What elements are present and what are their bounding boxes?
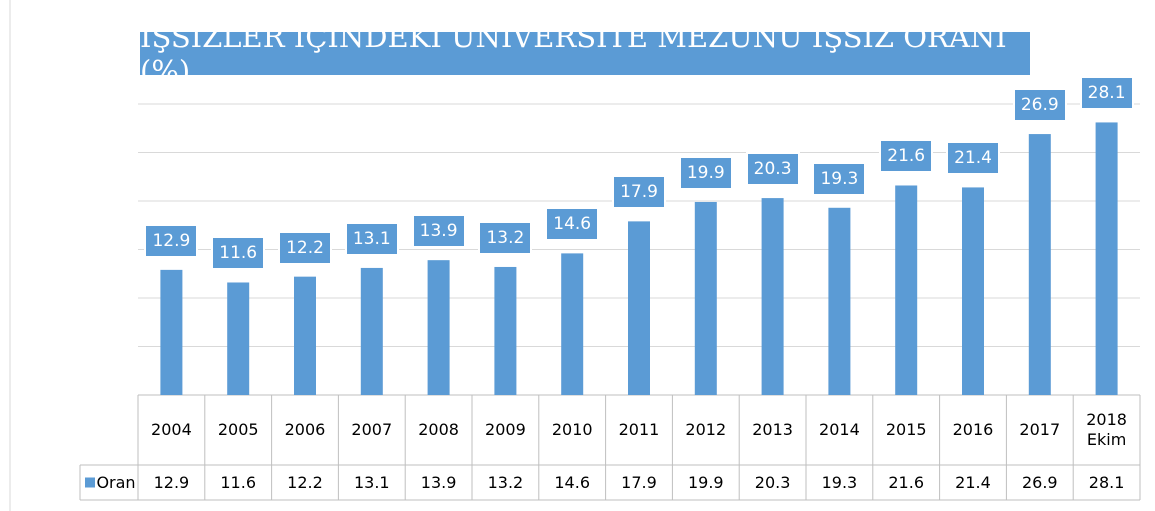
data-label: 11.6 — [211, 236, 266, 271]
table-value: 11.6 — [220, 472, 256, 492]
data-label: 13.9 — [411, 214, 466, 249]
table-value: 12.2 — [287, 472, 323, 492]
bar — [561, 253, 584, 395]
bar — [694, 201, 717, 395]
table-value: 26.9 — [1021, 472, 1058, 492]
bar — [227, 282, 250, 395]
data-label: 12.9 — [144, 223, 199, 258]
table-value: 13.2 — [487, 472, 524, 492]
table-value: 19.9 — [687, 472, 724, 492]
data-label: 21.4 — [946, 141, 1000, 176]
x-tick-label: 2009 — [485, 420, 526, 439]
table-value: 12.9 — [153, 472, 190, 492]
table-value: 21.6 — [888, 472, 924, 492]
bar — [962, 187, 984, 395]
x-tick-label: 2006 — [284, 420, 326, 439]
x-tick-label: 2007 — [351, 420, 393, 439]
data-label: 13.1 — [344, 221, 399, 256]
x-tick-label: 2008 — [418, 420, 459, 439]
table-value: 20.3 — [754, 472, 791, 492]
x-tick-label: 2015 — [885, 420, 927, 439]
table-value: 17.9 — [621, 472, 657, 492]
x-tick-label: 2012 — [685, 420, 727, 439]
bar — [828, 207, 851, 395]
bar — [895, 185, 918, 395]
x-tick-label: 2017 — [1019, 420, 1061, 439]
data-label: 12.2 — [278, 230, 332, 265]
data-label: 13.2 — [478, 220, 533, 255]
data-label: 14.6 — [545, 207, 600, 242]
x-tick-label: 2016 — [952, 420, 994, 439]
table-value: 28.1 — [1088, 472, 1125, 492]
x-tick-label: 2018 Ekim — [1086, 410, 1127, 449]
data-label: 26.9 — [1012, 88, 1067, 123]
bar — [360, 267, 383, 395]
table-value: 14.6 — [554, 472, 590, 492]
data-label: 28.1 — [1079, 76, 1134, 111]
bar — [1028, 134, 1051, 395]
bar — [628, 221, 650, 395]
bar — [494, 266, 517, 395]
data-label: 20.3 — [745, 152, 800, 187]
x-tick-label: 2004 — [151, 420, 192, 439]
data-label: 17.9 — [612, 175, 666, 210]
legend-key — [85, 477, 95, 488]
bar — [160, 269, 183, 395]
table-value: 13.9 — [420, 472, 457, 492]
table-value: 13.1 — [353, 472, 390, 492]
chart-title: İŞSİZLER İÇİNDEKİ ÜNİVERSİTE MEZUNU İŞSİ… — [140, 20, 1030, 88]
x-tick-label: 2010 — [551, 420, 593, 439]
table-value: 21.4 — [955, 472, 991, 492]
table-value: 19.3 — [821, 472, 858, 492]
legend-label: Oran — [96, 472, 136, 492]
bar — [294, 276, 316, 395]
x-tick-label: 2011 — [618, 420, 660, 439]
bar — [761, 198, 784, 395]
x-tick-label: 2014 — [819, 420, 860, 439]
data-label: 19.9 — [678, 155, 733, 190]
x-tick-label: 2005 — [217, 420, 259, 439]
bar — [427, 260, 450, 395]
data-label: 19.3 — [812, 161, 867, 196]
bar — [1095, 122, 1118, 396]
data-label: 21.6 — [879, 139, 934, 174]
x-tick-label: 2013 — [752, 420, 793, 439]
